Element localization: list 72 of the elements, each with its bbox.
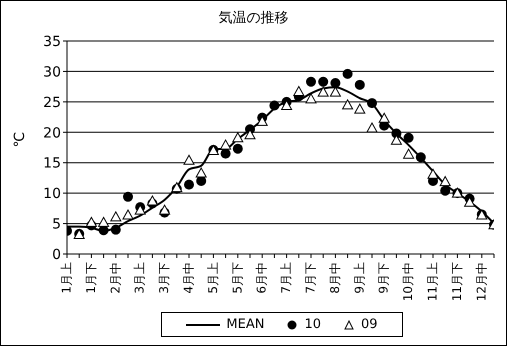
y-tick-label: 10 [43,186,61,202]
y-tick-label: 15 [43,156,61,172]
x-tick-label: 7月下 [304,262,318,294]
x-tick-label: 11月上 [426,262,440,302]
point [403,148,414,159]
x-tick-label: 1月下 [84,262,98,294]
y-axis-title: ℃ [12,132,28,148]
point [244,129,256,140]
point [342,99,354,110]
legend-label: 09 [361,317,378,332]
x-tick-label: 3月上 [132,262,147,294]
x-tick-label: 9月上 [352,262,366,294]
x-tick-label: 11月下 [450,262,464,302]
point [220,148,231,159]
point [318,76,328,87]
point [281,100,292,110]
x-tick-label: 8月中 [328,262,342,294]
point [122,210,134,220]
point [306,76,316,87]
y-tick-label: 0 [52,246,61,263]
x-tick-label: 7月上 [279,262,294,294]
point [134,204,146,215]
legend-label: 10 [304,317,322,332]
legend-label: MEAN [226,317,264,332]
y-tick-label: 30 [43,64,61,80]
point [416,152,426,162]
point [330,86,341,97]
x-tick-label: 10月中 [401,262,416,302]
x-tick-label: 3月下 [157,262,172,294]
point [269,100,280,111]
y-tick-label: 35 [43,34,61,50]
point [232,132,244,142]
point [110,224,121,235]
point [330,78,340,88]
chart-title: 気温の推移 [218,9,290,27]
point [110,211,122,222]
point [440,176,451,186]
point [220,140,232,150]
x-tick-label: 1月上 [60,262,74,294]
x-tick-label: 2月中 [108,262,122,294]
x-tick-label: 12月中 [474,262,488,302]
point [184,180,194,190]
point [196,168,207,178]
point [366,122,378,133]
point [378,112,390,123]
y-tick-label: 20 [43,125,61,142]
point [318,86,329,97]
point [440,186,450,196]
x-tick-label: 5月下 [230,262,244,294]
point [98,216,110,227]
point [184,154,194,165]
point [342,68,353,79]
point [306,93,316,104]
point [354,80,365,90]
x-tick-label: 4月中 [182,262,196,294]
x-tick-label: 9月下 [376,262,391,294]
point [293,86,304,96]
x-tick-label: 5月上 [206,262,220,294]
point [404,132,414,143]
y-tick-label: 25 [43,94,61,111]
x-tick-label: 6月中 [254,262,269,294]
point [146,196,158,206]
y-tick-label: 5 [52,216,61,233]
point [123,192,133,202]
point [464,196,476,207]
point [354,104,366,114]
point [232,144,243,154]
point [428,168,438,179]
point [86,216,97,227]
point [390,134,402,145]
point [159,204,170,215]
point [367,98,377,108]
